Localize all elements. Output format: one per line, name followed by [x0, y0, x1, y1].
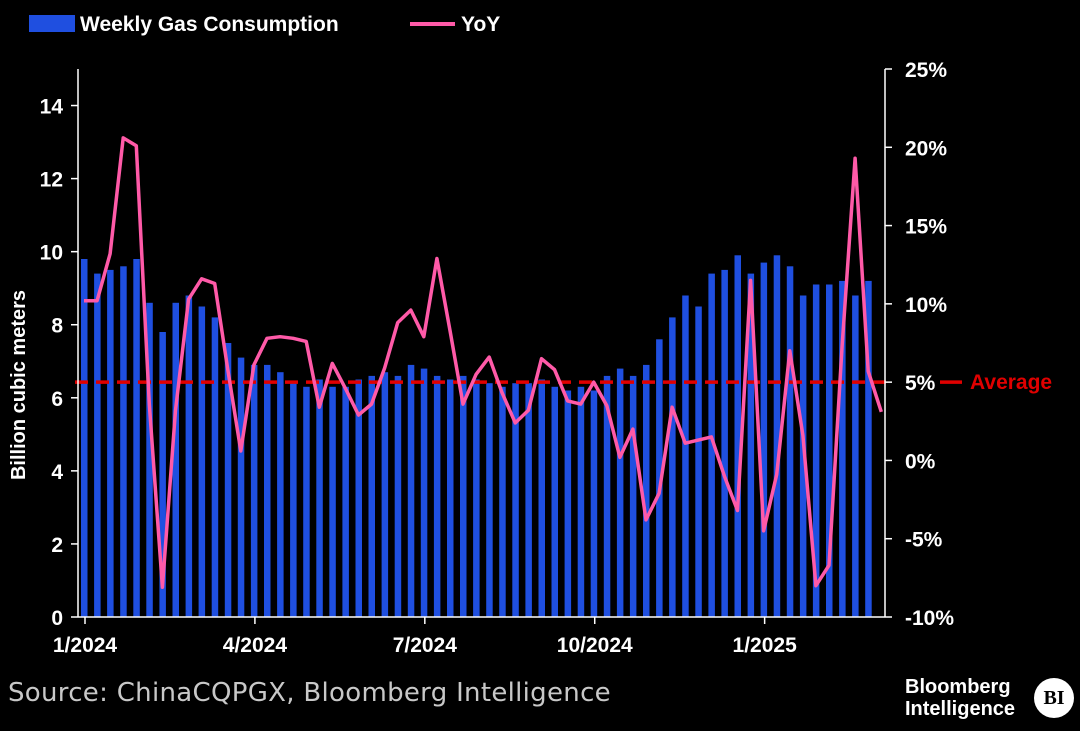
bar	[159, 332, 166, 617]
bar	[499, 386, 506, 617]
bar	[629, 375, 637, 617]
y-tick-label: 2	[51, 534, 63, 557]
bar	[695, 306, 702, 617]
bar	[839, 280, 846, 617]
legend: Weekly Gas Consumption YoY	[29, 13, 500, 36]
y-tick-label: 10	[40, 242, 63, 265]
y-tick-label: 8	[51, 315, 63, 338]
bar	[643, 364, 650, 617]
bar	[460, 375, 467, 617]
bar	[447, 379, 454, 617]
legend-swatch-gas-consumption	[29, 15, 75, 32]
bar	[264, 364, 271, 617]
bar-series	[81, 255, 872, 618]
legend-label-gas-consumption: Weekly Gas Consumption	[80, 13, 339, 36]
bar	[394, 375, 402, 617]
y2-tick-label: 10%	[905, 294, 947, 317]
yoy-line	[84, 136, 883, 590]
axes: 0 2 4 6 8 10 12 14 -10% -5% 0% 5% 10% 15% 20% 25% 1/2024…	[40, 59, 955, 657]
bar	[656, 339, 663, 617]
y-tick-label: 6	[51, 388, 63, 411]
bar	[773, 255, 781, 618]
y2-tick-label: 15%	[905, 216, 947, 239]
bar	[381, 372, 389, 617]
bar	[852, 295, 859, 617]
brand-line-1: Bloomberg	[905, 676, 1011, 698]
bar	[342, 386, 349, 617]
y2-tick-label: 5%	[905, 372, 936, 395]
bar	[786, 266, 794, 617]
y-tick-label: 12	[40, 169, 63, 192]
y2-tick-label: 25%	[905, 59, 947, 82]
bar	[433, 375, 441, 617]
bar	[812, 284, 820, 617]
legend-label-yoy: YoY	[461, 13, 500, 36]
bar	[734, 255, 741, 618]
bar	[721, 269, 728, 617]
y-axis-title: Billion cubic meters	[8, 290, 30, 480]
bar	[211, 317, 219, 617]
source-note: Source: ChinaCQPGX, Bloomberg Intelligen…	[8, 678, 611, 708]
bar	[682, 295, 689, 617]
brand-badge-icon: BI	[1034, 678, 1074, 718]
brand-line-2: Intelligence	[905, 698, 1016, 720]
bar	[316, 379, 323, 617]
bar	[564, 390, 572, 617]
bar	[669, 317, 676, 617]
bar	[865, 280, 872, 617]
bar	[172, 302, 179, 617]
y2-tick-label: -10%	[905, 607, 954, 630]
bar	[616, 368, 624, 617]
bar	[525, 383, 532, 617]
brand-logo: Bloomberg Intelligence	[905, 676, 1015, 720]
y-tick-label: 4	[51, 461, 63, 484]
bar	[538, 379, 545, 617]
bar	[237, 357, 245, 617]
bar	[420, 368, 428, 617]
bar	[708, 273, 715, 617]
bar	[185, 295, 193, 617]
bar	[107, 269, 114, 617]
bar	[277, 372, 284, 617]
bar	[590, 390, 598, 617]
x-tick-label: 1/2024	[53, 634, 118, 657]
y-tick-label: 0	[51, 607, 63, 630]
bar	[577, 386, 585, 617]
bar	[146, 302, 153, 617]
bar	[329, 386, 336, 617]
bar	[760, 262, 768, 617]
y2-tick-label: -5%	[905, 529, 943, 552]
bar	[603, 375, 611, 617]
bar	[368, 375, 375, 617]
bar	[120, 266, 127, 617]
bar	[355, 379, 362, 617]
y-tick-label: 14	[40, 96, 64, 119]
average-label: Average	[970, 371, 1052, 394]
bar	[551, 386, 558, 617]
bar	[407, 364, 415, 617]
bar	[512, 383, 519, 617]
x-tick-label: 1/2025	[733, 634, 798, 657]
bar	[224, 343, 232, 617]
bar	[473, 379, 480, 617]
bar	[747, 273, 755, 617]
y2-tick-label: 0%	[905, 450, 936, 473]
bar	[198, 306, 206, 617]
x-tick-label: 10/2024	[557, 634, 633, 657]
x-tick-label: 4/2024	[223, 634, 288, 657]
bar	[826, 284, 833, 617]
bar	[94, 273, 101, 617]
x-tick-label: 7/2024	[393, 634, 458, 657]
bar	[250, 364, 258, 617]
bar	[290, 383, 297, 617]
yoy-line-series	[84, 136, 883, 590]
y2-tick-label: 20%	[905, 137, 947, 160]
bar	[303, 386, 310, 617]
bar	[81, 259, 88, 617]
bar	[133, 259, 140, 617]
bar	[486, 383, 493, 617]
